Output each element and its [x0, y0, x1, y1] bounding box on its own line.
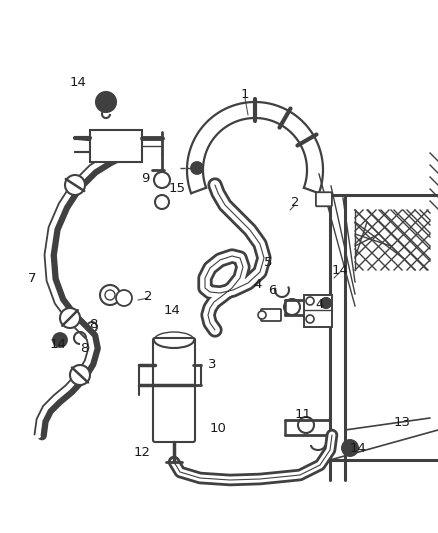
Circle shape [116, 290, 132, 306]
Circle shape [53, 333, 67, 347]
Text: 14: 14 [350, 441, 367, 455]
Circle shape [65, 175, 85, 195]
Text: 8: 8 [89, 319, 97, 332]
FancyBboxPatch shape [304, 295, 332, 327]
Text: 9: 9 [141, 172, 149, 184]
Circle shape [100, 285, 120, 305]
Text: 11: 11 [294, 408, 311, 422]
Text: 8: 8 [80, 342, 88, 354]
Text: 6: 6 [268, 284, 276, 296]
Circle shape [306, 297, 314, 305]
Text: 14: 14 [49, 338, 67, 351]
Circle shape [70, 365, 90, 385]
Circle shape [321, 298, 331, 308]
Text: 14: 14 [332, 263, 349, 277]
Circle shape [342, 440, 358, 456]
Text: 5: 5 [264, 255, 272, 269]
Text: 14: 14 [163, 303, 180, 317]
Text: 1: 1 [241, 88, 249, 101]
FancyBboxPatch shape [90, 130, 142, 162]
Text: 4: 4 [254, 279, 262, 292]
Text: 7: 7 [28, 271, 36, 285]
Text: 13: 13 [393, 416, 410, 429]
Text: 4: 4 [316, 298, 324, 311]
Circle shape [191, 162, 203, 174]
Text: 2: 2 [144, 289, 152, 303]
Text: 2: 2 [291, 196, 299, 208]
Circle shape [306, 315, 314, 323]
FancyBboxPatch shape [261, 309, 281, 321]
FancyBboxPatch shape [316, 192, 332, 206]
Circle shape [258, 311, 266, 319]
Text: 14: 14 [70, 76, 86, 88]
Text: 12: 12 [134, 446, 151, 458]
Circle shape [321, 298, 331, 308]
Text: 10: 10 [209, 422, 226, 434]
Text: 3: 3 [208, 359, 216, 372]
Circle shape [96, 92, 116, 112]
Circle shape [60, 308, 80, 328]
Circle shape [105, 290, 115, 300]
FancyBboxPatch shape [153, 338, 195, 442]
Text: 15: 15 [169, 182, 186, 195]
